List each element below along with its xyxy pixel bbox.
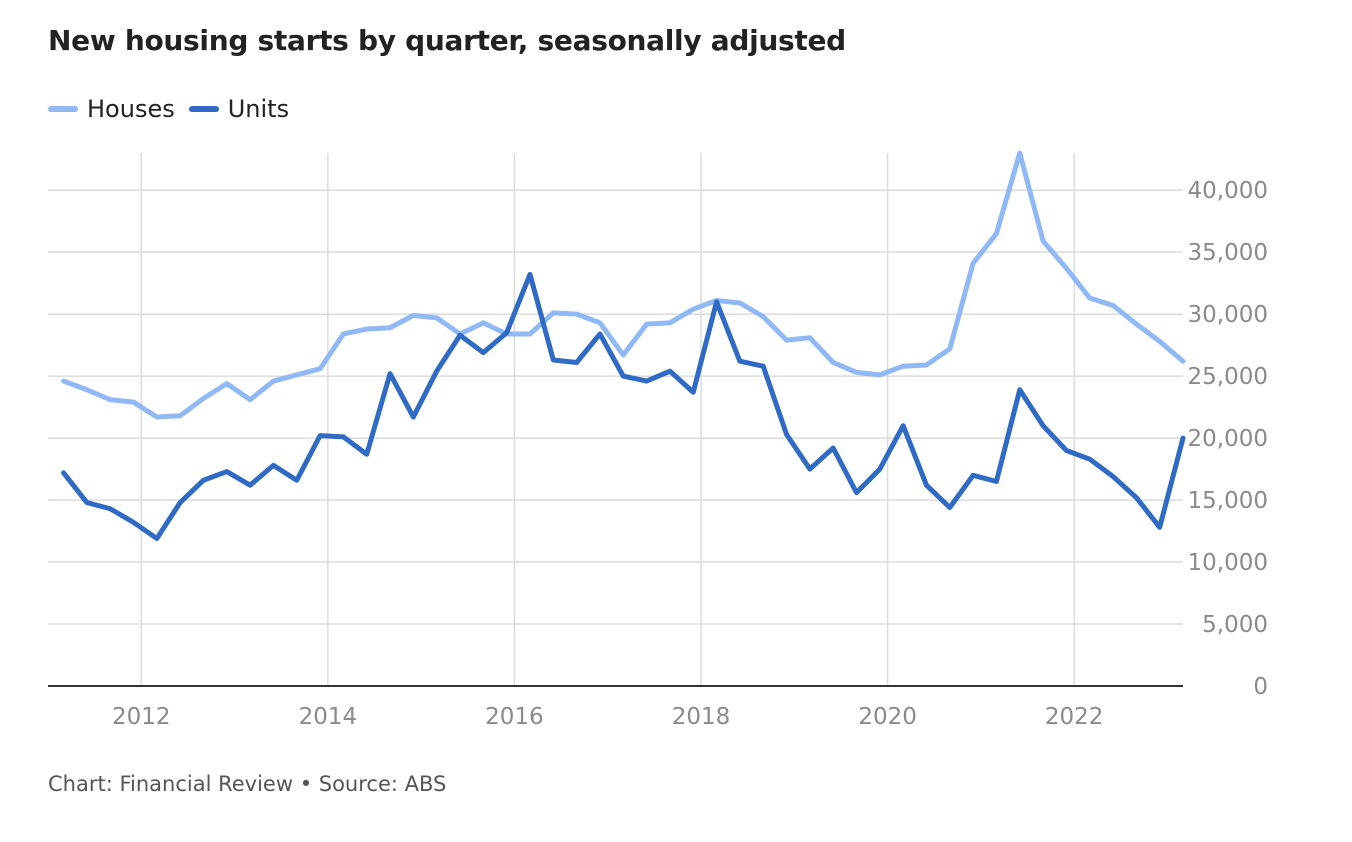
x-tick-label: 2022	[1045, 704, 1104, 730]
legend-label-units: Units	[227, 95, 290, 123]
legend-swatch-units	[188, 106, 219, 112]
legend: Houses Units	[48, 92, 303, 126]
series-line-houses	[61, 150, 1186, 420]
x-tick-label: 2018	[672, 704, 731, 730]
legend-item-units: Units	[188, 95, 290, 123]
y-tick-label: 25,000	[1188, 364, 1268, 390]
y-tick-label: 40,000	[1188, 178, 1268, 204]
y-tick-label: 35,000	[1188, 240, 1268, 266]
y-tick-label: 20,000	[1188, 426, 1268, 452]
x-tick-label: 2016	[485, 704, 544, 730]
y-tick-label: 15,000	[1188, 488, 1268, 514]
x-tick-label: 2012	[112, 704, 171, 730]
grid	[48, 153, 1183, 686]
y-tick-label: 0	[1253, 674, 1268, 700]
y-tick-label: 30,000	[1188, 302, 1268, 328]
y-tick-label: 5,000	[1202, 612, 1268, 638]
x-tick-label: 2014	[299, 704, 358, 730]
chart-footer: Chart: Financial Review • Source: ABS	[48, 772, 447, 796]
y-tick-label: 10,000	[1188, 550, 1268, 576]
series-line-units	[61, 271, 1186, 541]
legend-swatch-houses	[48, 106, 78, 112]
legend-item-houses: Houses	[48, 95, 175, 123]
axes: 0 5,000 10,000 15,000 20,000 25,000 30,000 35,0…	[48, 178, 1268, 730]
chart-title: New housing starts by quarter, seasonall…	[48, 24, 846, 57]
legend-label-houses: Houses	[87, 95, 175, 123]
series-lines	[61, 150, 1186, 541]
x-tick-label: 2020	[858, 704, 917, 730]
